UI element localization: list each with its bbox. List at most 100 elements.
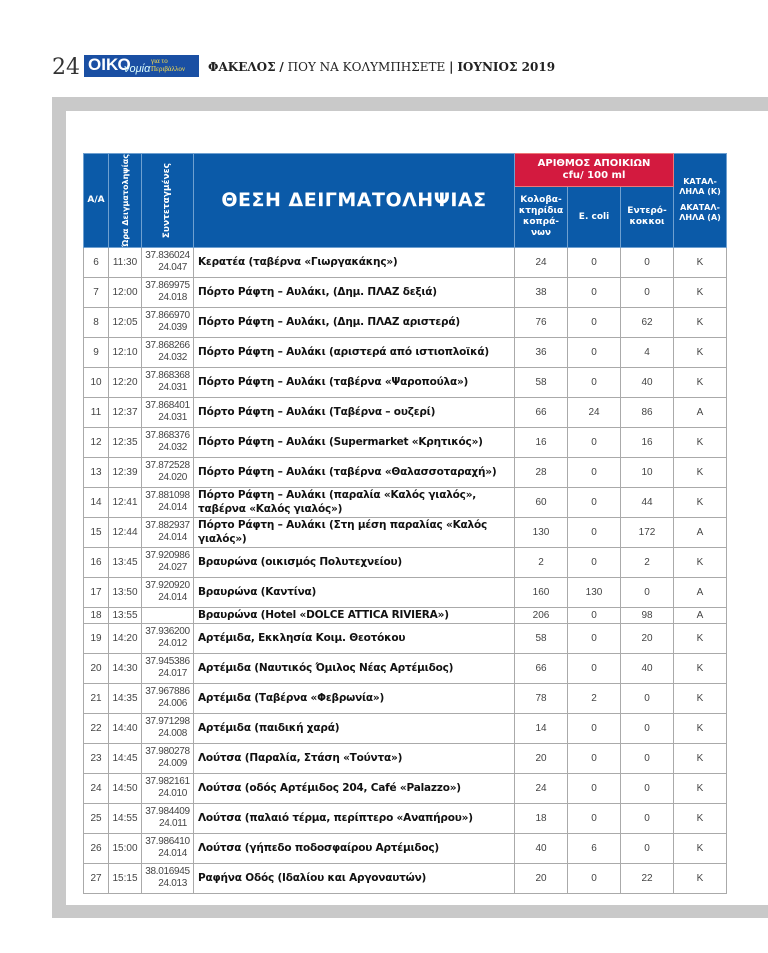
latitude: 37.868266 (145, 340, 190, 352)
table-row: 25 14:55 37.984409 24.011 Λούτσα (παλαιό τέρ… (83, 802, 728, 834)
water-quality-table: Α/Α Ώρα Δειγματοληψίας Συντεταγμένες ΘΕΣ… (83, 153, 728, 894)
row-number: 25 (83, 802, 109, 834)
row-number: 11 (83, 396, 109, 428)
status: Κ (673, 546, 728, 578)
longitude: 24.018 (158, 292, 187, 304)
longitude: 24.017 (158, 668, 187, 680)
status: Κ (673, 426, 728, 458)
longitude: 24.008 (158, 728, 187, 740)
table-row: 19 14:20 37.936200 24.012 Αρτέμιδα, Εκκλησία… (83, 622, 728, 654)
location: Βραυρώνα (οικισμός Πολυτεχνείου) (193, 546, 515, 578)
coliform-count: 16 (514, 426, 568, 458)
coliform-count: 20 (514, 742, 568, 774)
location: Αρτέμιδα, Εκκλησία Κοιμ. Θεοτόκου (193, 622, 515, 654)
status: Κ (673, 486, 728, 518)
coliform-count: 58 (514, 622, 568, 654)
sample-time: 13:55 (108, 606, 142, 624)
coliform-count: 206 (514, 606, 568, 624)
row-number: 23 (83, 742, 109, 774)
table-row: 26 15:00 37.986410 24.014 Λούτσα (γήπεδο ποδ… (83, 832, 728, 864)
col-enterococci: Εντερό-κοκκοι (619, 185, 675, 248)
ecoli-count: 0 (567, 336, 621, 368)
sample-time: 15:00 (108, 832, 142, 864)
sample-time: 14:50 (108, 772, 142, 804)
sample-time: 12:44 (108, 516, 142, 548)
coordinates: 37.982161 24.010 (141, 772, 194, 804)
ecoli-count: 0 (567, 606, 621, 624)
coordinates: 37.866970 24.039 (141, 306, 194, 338)
enterococci-count: 86 (619, 396, 675, 428)
longitude: 24.039 (158, 322, 187, 334)
status-ok-label: ΚΑΤΑΛ-ΛΗΛΑ (Κ) (679, 177, 721, 197)
location: Αρτέμιδα (παιδική χαρά) (193, 712, 515, 744)
ecoli-count: 0 (567, 862, 621, 894)
page-number: 24 (52, 55, 80, 80)
status: Κ (673, 456, 728, 488)
row-number: 16 (83, 546, 109, 578)
coordinates: 37.872528 24.020 (141, 456, 194, 488)
location: Πόρτο Ράφτη – Αυλάκι (παραλία «Καλός για… (193, 486, 515, 518)
latitude: 37.920920 (145, 580, 190, 592)
ecoli-count: 24 (567, 396, 621, 428)
enterococci-count: 0 (619, 772, 675, 804)
col-ecoli: E. coli (567, 185, 621, 248)
ecoli-count: 6 (567, 832, 621, 864)
coliform-count: 66 (514, 396, 568, 428)
sample-time: 11:30 (108, 246, 142, 278)
topic-label: ΠΟΥ ΝΑ ΚΟΛΥΜΠΗΣΕΤΕ (287, 60, 446, 74)
longitude: 24.014 (158, 592, 187, 604)
longitude: 24.009 (158, 758, 187, 770)
coliform-count: 24 (514, 772, 568, 804)
coordinates: 37.868368 24.031 (141, 366, 194, 398)
location: Λούτσα (γήπεδο ποδοσφαίρου Αρτέμιδος) (193, 832, 515, 864)
row-number: 12 (83, 426, 109, 458)
latitude: 37.920986 (145, 550, 190, 562)
col-location: ΘΕΣΗ ΔΕΙΓΜΑΤΟΛΗΨΙΑΣ (193, 153, 515, 248)
ecoli-count: 0 (567, 652, 621, 684)
longitude: 24.032 (158, 352, 187, 364)
sample-time: 15:15 (108, 862, 142, 894)
row-number: 19 (83, 622, 109, 654)
sample-time: 12:00 (108, 276, 142, 308)
latitude: 37.936200 (145, 626, 190, 638)
row-number: 27 (83, 862, 109, 894)
coordinates: 37.920986 24.027 (141, 546, 194, 578)
sample-time: 14:45 (108, 742, 142, 774)
location: Αρτέμιδα (Ναυτικός Όμιλος Νέας Αρτέμιδος… (193, 652, 515, 684)
ecoli-count: 0 (567, 246, 621, 278)
coordinates: 37.920920 24.014 (141, 576, 194, 608)
enterococci-count: 0 (619, 802, 675, 834)
longitude: 24.013 (158, 878, 187, 890)
latitude: 37.984409 (145, 806, 190, 818)
table-row: 17 13:50 37.920920 24.014 Βραυρώνα (Καντίνα)… (83, 576, 728, 608)
location: Πόρτο Ράφτη – Αυλάκι (ταβέρνα «Θαλασσοτα… (193, 456, 515, 488)
coordinates: 37.882937 24.014 (141, 516, 194, 548)
ecoli-count: 0 (567, 276, 621, 308)
table-row: 8 12:05 37.866970 24.039 Πόρτο Ράφτη – Αυλάκ… (83, 306, 728, 338)
table-row: 15 12:44 37.882937 24.014 Πόρτο Ράφτη – Αυλά… (83, 516, 728, 548)
latitude: 37.882937 (145, 520, 190, 532)
coliform-count: 24 (514, 246, 568, 278)
enterococci-count: 40 (619, 366, 675, 398)
table-row: 14 12:41 37.881098 24.014 Πόρτο Ράφτη – Αυλά… (83, 486, 728, 518)
row-number: 14 (83, 486, 109, 518)
coliform-count: 76 (514, 306, 568, 338)
enterococci-count: 4 (619, 336, 675, 368)
location: Πόρτο Ράφτη – Αυλάκι (Στη μέση παραλίας … (193, 516, 515, 548)
status: Κ (673, 742, 728, 774)
coordinates: 37.936200 24.012 (141, 622, 194, 654)
enterococci-count: 98 (619, 606, 675, 624)
coliform-count: 36 (514, 336, 568, 368)
sample-time: 12:37 (108, 396, 142, 428)
latitude: 37.881098 (145, 490, 190, 502)
table-row: 24 14:50 37.982161 24.010 Λούτσα (οδός Αρτέμ… (83, 772, 728, 804)
latitude: 37.868368 (145, 370, 190, 382)
location: Αρτέμιδα (Ταβέρνα «Φεβρωνία») (193, 682, 515, 714)
coliform-count: 66 (514, 652, 568, 684)
row-number: 22 (83, 712, 109, 744)
col-aa: Α/Α (83, 153, 109, 248)
col-coords-label: Συντεταγμένες (162, 162, 172, 239)
sample-time: 13:45 (108, 546, 142, 578)
location: Πόρτο Ράφτη – Αυλάκι, (Δημ. ΠΛΑΖ δεξιά) (193, 276, 515, 308)
coordinates (141, 606, 194, 624)
